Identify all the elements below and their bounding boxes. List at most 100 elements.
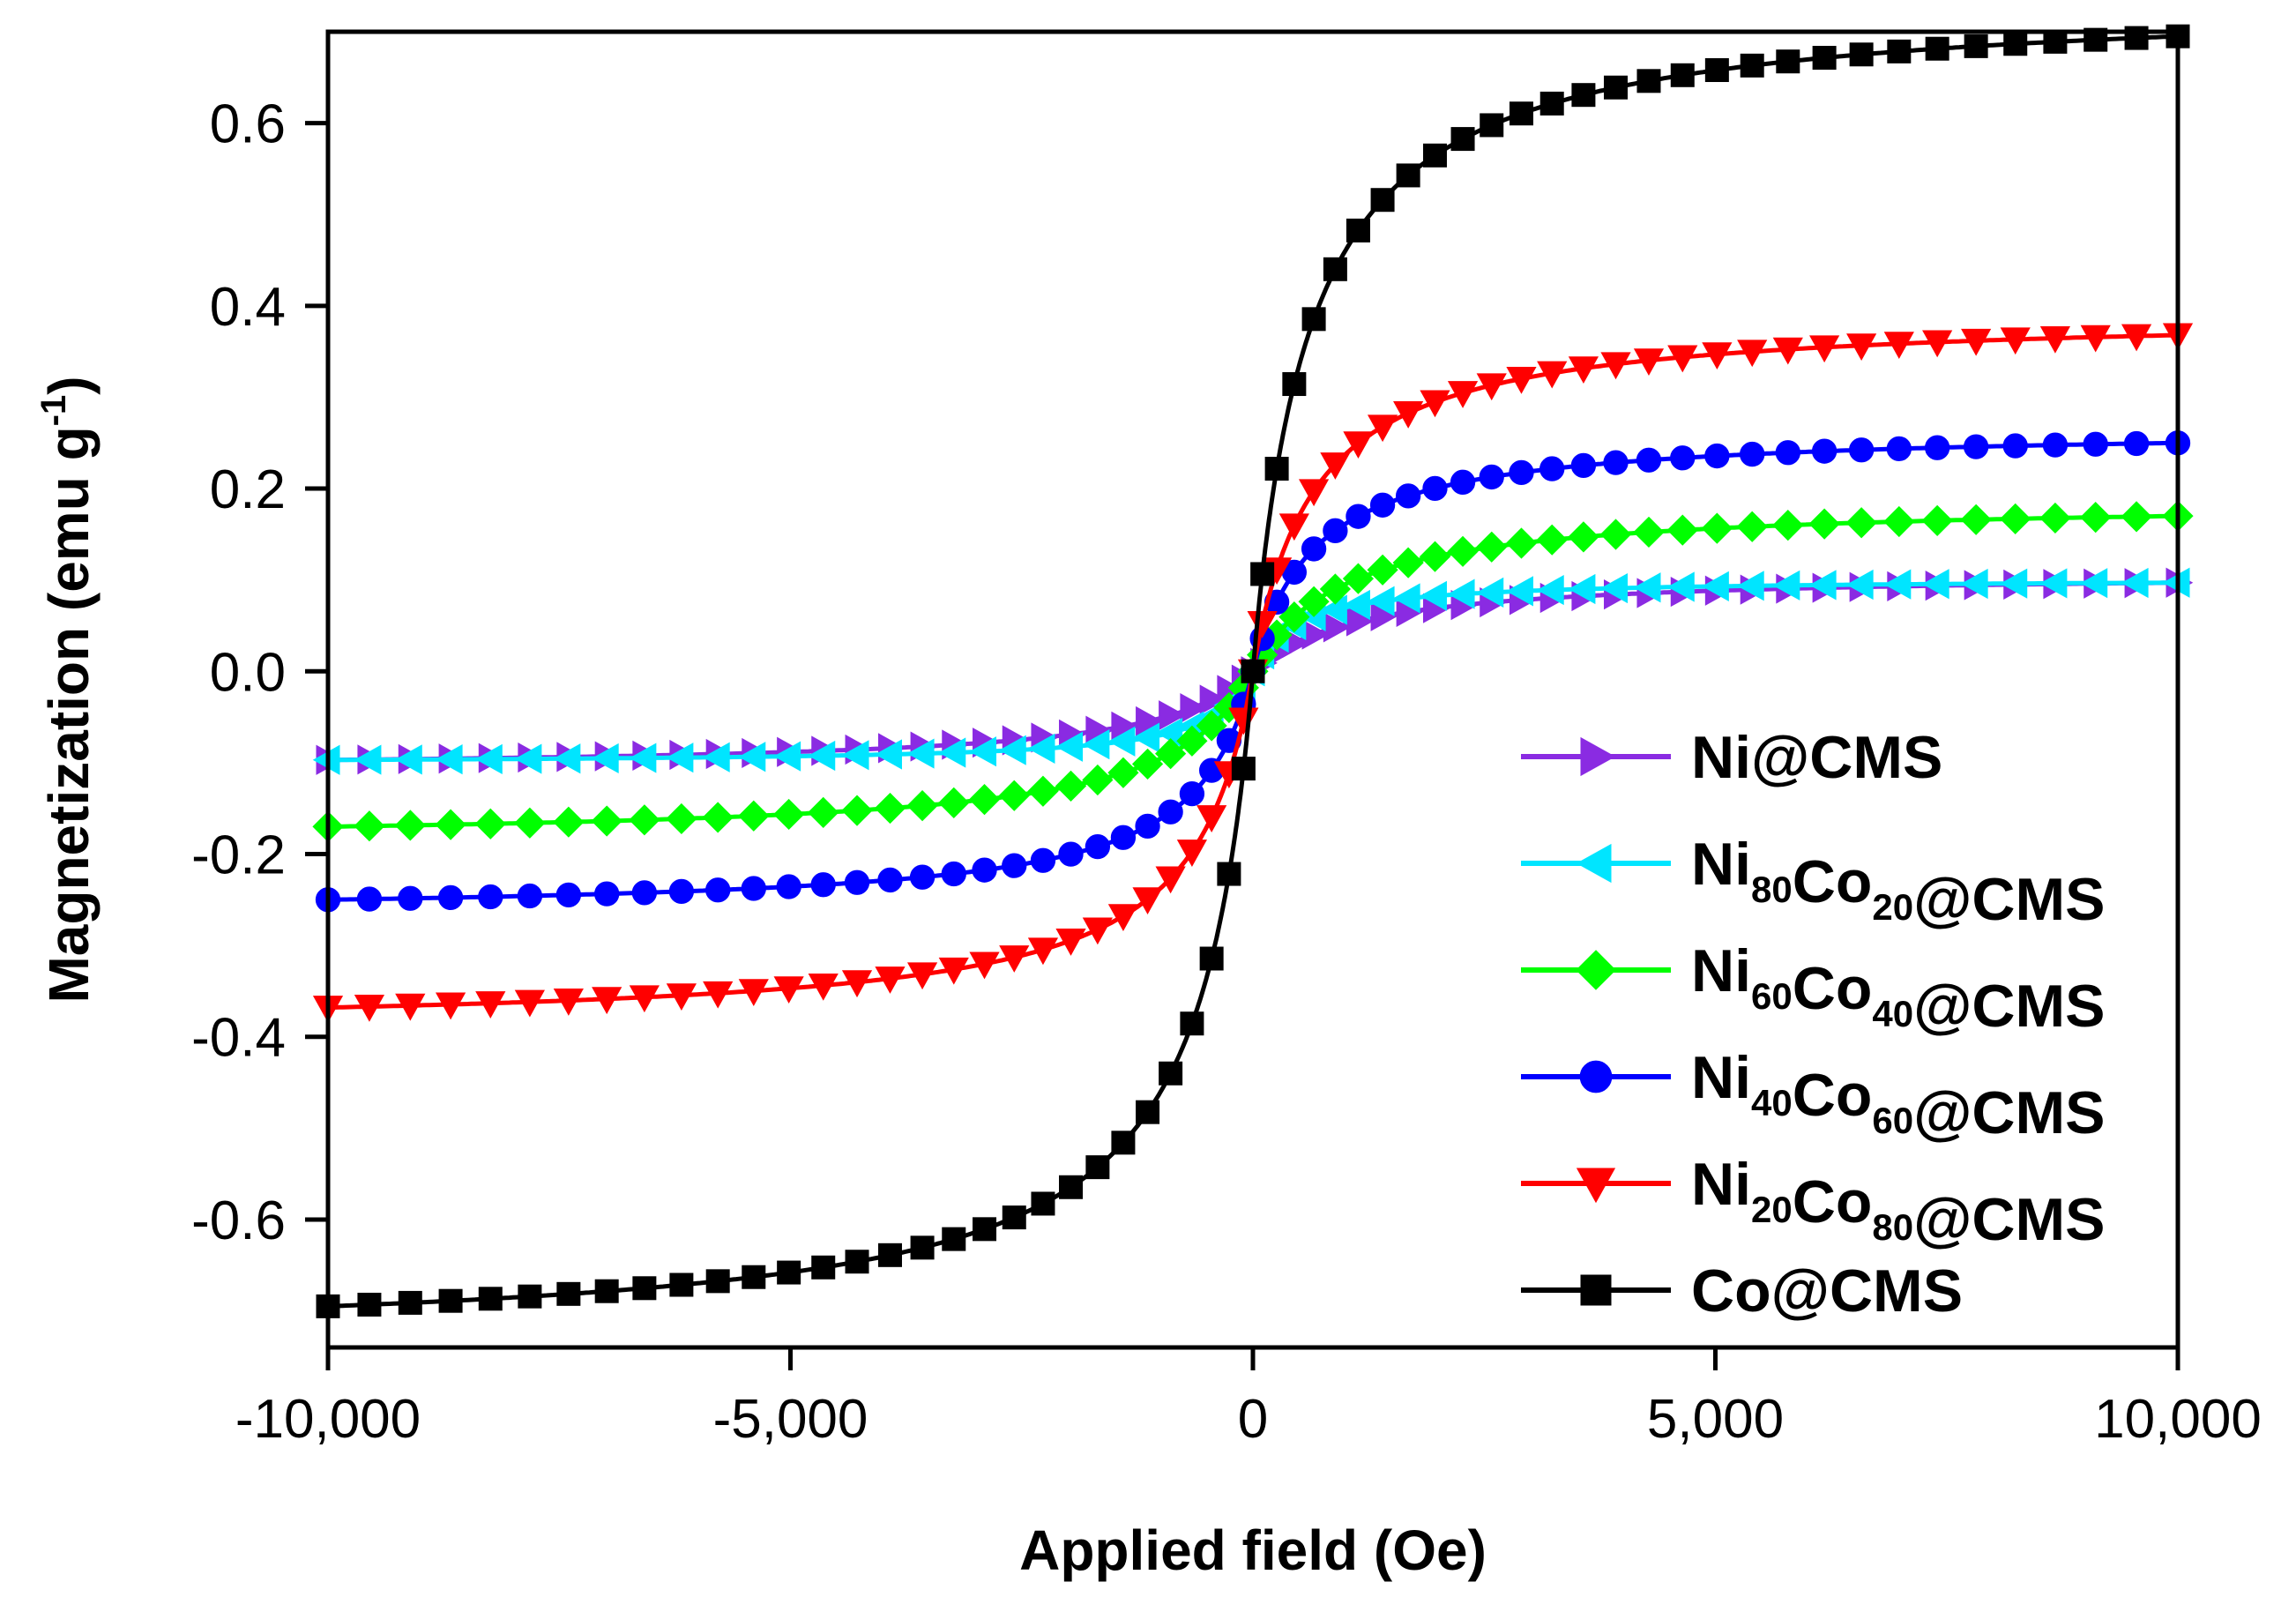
data-point bbox=[1107, 726, 1136, 757]
data-point bbox=[1600, 352, 1631, 380]
data-point bbox=[1702, 571, 1729, 601]
legend-tail: @CMS bbox=[1913, 866, 2105, 933]
data-point bbox=[438, 1288, 463, 1313]
data-point bbox=[474, 808, 506, 840]
legend-element: Ni bbox=[1691, 937, 1751, 1004]
data-point bbox=[395, 993, 426, 1021]
data-point bbox=[2000, 503, 2031, 534]
data-point bbox=[1367, 414, 1398, 443]
data-point bbox=[969, 736, 997, 767]
data-point bbox=[874, 792, 906, 825]
data-point bbox=[777, 1260, 801, 1285]
data-point bbox=[1476, 531, 1508, 563]
data-point bbox=[1055, 929, 1086, 956]
y-tick-label: -0.6 bbox=[191, 1190, 286, 1251]
data-point bbox=[1282, 372, 1307, 397]
legend-marker bbox=[1576, 843, 1612, 884]
data-point bbox=[1775, 440, 1800, 466]
data-point bbox=[398, 885, 423, 911]
data-point bbox=[1298, 586, 1330, 617]
data-point bbox=[2000, 327, 2031, 355]
data-point bbox=[1704, 443, 1730, 469]
data-point bbox=[738, 979, 769, 1006]
legend-marker bbox=[1576, 1168, 1616, 1204]
legend-label: Ni60Co40@CMS bbox=[1691, 937, 2106, 1040]
legend-marker bbox=[1576, 950, 1616, 990]
data-point bbox=[1082, 764, 1114, 796]
data-point bbox=[1002, 853, 1027, 878]
data-point bbox=[1887, 39, 1912, 63]
data-point bbox=[1670, 63, 1695, 87]
y-tick-label: -0.2 bbox=[191, 825, 286, 886]
data-point bbox=[1082, 729, 1110, 760]
legend-subscript: 20 bbox=[1751, 1189, 1793, 1230]
data-point bbox=[1568, 573, 1596, 605]
data-point bbox=[2002, 433, 2028, 459]
data-point bbox=[1323, 518, 1348, 543]
y-tick-label: 0.2 bbox=[210, 459, 286, 520]
data-point bbox=[475, 991, 506, 1019]
data-point bbox=[1925, 36, 1949, 61]
data-point bbox=[1342, 563, 1375, 594]
x-axis: -10,000 -5,000 0 5,000 10,000 bbox=[235, 1347, 2262, 1450]
data-point bbox=[1323, 257, 1347, 281]
data-point bbox=[1666, 514, 1698, 546]
y-axis: -0.6 -0.4 -0.2 0.0 0.2 0.4 0.6 bbox=[191, 94, 328, 1251]
data-point bbox=[844, 869, 870, 895]
data-point bbox=[2039, 502, 2071, 534]
data-point bbox=[1392, 583, 1420, 614]
data-point bbox=[514, 989, 545, 1018]
data-point bbox=[1107, 904, 1139, 932]
data-point bbox=[1107, 757, 1139, 788]
data-point bbox=[1509, 459, 1534, 486]
data-point bbox=[1058, 841, 1084, 867]
data-point bbox=[2039, 326, 2071, 354]
data-point bbox=[354, 744, 382, 775]
data-point bbox=[942, 1227, 966, 1251]
data-point bbox=[1241, 659, 1265, 683]
data-point bbox=[1636, 447, 1662, 473]
data-point bbox=[1636, 69, 1661, 93]
data-point bbox=[1110, 825, 1137, 850]
data-point bbox=[1422, 475, 1448, 502]
data-point bbox=[1600, 572, 1629, 604]
data-point bbox=[973, 1217, 997, 1242]
data-point bbox=[938, 737, 966, 768]
data-point bbox=[1395, 483, 1421, 509]
data-point bbox=[669, 1272, 694, 1297]
data-point bbox=[972, 857, 997, 883]
data-point bbox=[1568, 356, 1599, 384]
data-point bbox=[773, 798, 805, 831]
legend-label: Ni@CMS bbox=[1691, 724, 1942, 791]
data-point bbox=[1159, 1061, 1183, 1086]
data-point bbox=[1055, 731, 1084, 762]
data-point bbox=[2083, 431, 2108, 457]
data-point bbox=[742, 1265, 766, 1289]
data-point bbox=[1509, 101, 1533, 126]
data-point bbox=[666, 983, 697, 1011]
y-tick-label: 0.6 bbox=[210, 94, 286, 155]
data-point bbox=[591, 805, 622, 837]
data-point bbox=[1447, 578, 1475, 609]
data-point bbox=[435, 992, 466, 1020]
data-point bbox=[2003, 32, 2028, 56]
data-point bbox=[1392, 547, 1424, 578]
data-point bbox=[1369, 492, 1396, 518]
data-point bbox=[877, 867, 903, 893]
legend-element: Ni bbox=[1691, 831, 1751, 898]
data-point bbox=[1736, 511, 1768, 542]
data-point bbox=[1883, 569, 1912, 600]
data-point bbox=[1135, 813, 1160, 840]
data-point bbox=[938, 957, 969, 985]
legend-label: Co@CMS bbox=[1691, 1257, 1963, 1325]
data-point bbox=[1505, 527, 1538, 559]
data-point bbox=[705, 1269, 730, 1294]
data-point bbox=[1603, 450, 1629, 475]
data-point bbox=[703, 981, 734, 1009]
data-point bbox=[1506, 367, 1537, 394]
data-point bbox=[1479, 464, 1504, 490]
data-point bbox=[1447, 535, 1479, 567]
data-point bbox=[1736, 571, 1764, 601]
data-point bbox=[1132, 722, 1160, 753]
